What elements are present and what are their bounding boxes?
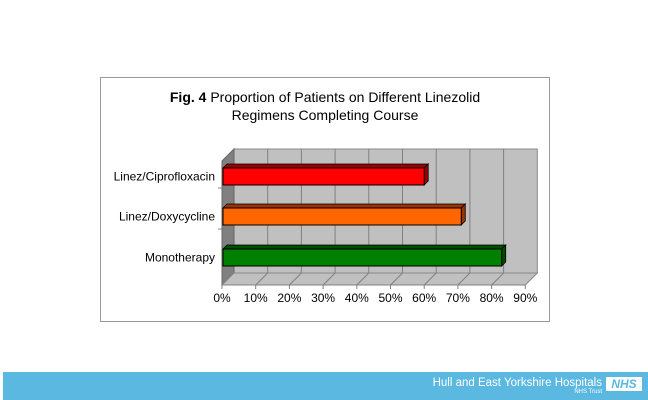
bar-side bbox=[460, 203, 466, 226]
floor-gridline bbox=[390, 272, 403, 286]
floor bbox=[220, 272, 539, 286]
chart-title: Fig. 4 Proportion of Patients on Differe… bbox=[100, 88, 550, 124]
bar-side bbox=[501, 244, 507, 267]
bar bbox=[222, 207, 462, 226]
x-tick-label: 90% bbox=[513, 291, 537, 305]
category-label: Monotherapy bbox=[145, 251, 215, 265]
title-line-1: Proportion of Patients on Different Line… bbox=[210, 89, 481, 105]
floor-gridline bbox=[255, 272, 269, 286]
floor-gridline bbox=[289, 272, 302, 286]
bar-top bbox=[222, 244, 507, 250]
nhs-logo: NHS bbox=[606, 377, 642, 391]
floor-gridline bbox=[457, 272, 471, 286]
x-tick-label: 20% bbox=[277, 291, 301, 305]
category-label: Linez/Ciprofloxacin bbox=[114, 170, 215, 184]
floor-gridline bbox=[423, 272, 437, 286]
x-tick-label: 60% bbox=[412, 291, 436, 305]
floor-gridline bbox=[322, 272, 336, 286]
organization-name: Hull and East Yorkshire Hospitals bbox=[432, 377, 602, 389]
x-tick-label: 80% bbox=[480, 291, 504, 305]
x-tick-label: 30% bbox=[311, 291, 335, 305]
x-tick-label: 50% bbox=[378, 291, 402, 305]
bar-top bbox=[222, 203, 467, 209]
figure-number: Fig. 4 bbox=[169, 89, 207, 105]
bar-side bbox=[423, 163, 429, 186]
bar bbox=[222, 248, 503, 267]
trust-name: NHS Trust bbox=[574, 389, 602, 395]
bar bbox=[222, 167, 425, 186]
x-tick-label: 40% bbox=[345, 291, 369, 305]
title-line-2: Regimens Completing Course bbox=[231, 107, 419, 123]
floor-gridline bbox=[491, 272, 504, 286]
floor-gridline bbox=[356, 272, 370, 286]
footer-band: Hull and East Yorkshire Hospitals NHS Tr… bbox=[3, 372, 648, 400]
x-tick-label: 70% bbox=[446, 291, 470, 305]
category-label: Linez/Doxycycline bbox=[119, 210, 215, 224]
x-tick-label: 0% bbox=[213, 291, 231, 305]
bar-top bbox=[222, 163, 430, 169]
x-tick-label: 10% bbox=[244, 291, 268, 305]
bar-chart: 0% 10% 20% 30% 40% 50% 60% 70% 80% 90% Linez/Cipro… bbox=[114, 147, 539, 305]
